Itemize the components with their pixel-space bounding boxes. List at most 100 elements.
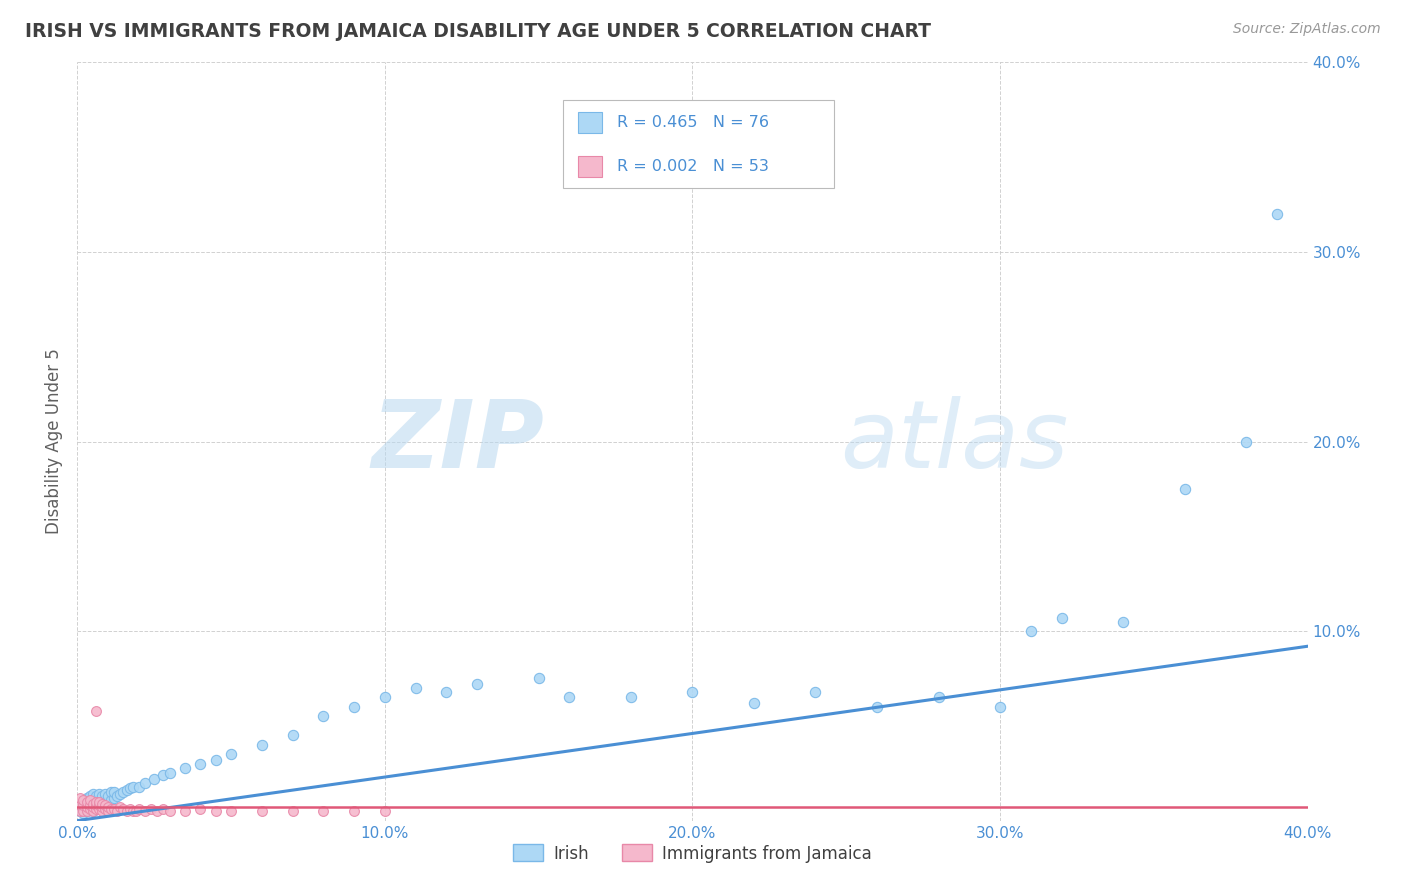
Point: [79, 793, 101, 807]
Point: [72, 795, 94, 809]
Text: Source: ZipAtlas.com: Source: ZipAtlas.com: [1233, 22, 1381, 37]
Point: [105, 789, 128, 803]
Text: R = 0.465   N = 76: R = 0.465 N = 76: [617, 115, 769, 130]
Point: [134, 804, 156, 818]
Point: [94, 798, 117, 813]
Point: [84, 795, 107, 809]
Point: [281, 804, 304, 818]
Point: [82, 804, 104, 818]
Point: [436, 685, 458, 699]
Point: [72, 802, 94, 816]
Point: [250, 804, 273, 818]
Point: [72, 798, 94, 813]
Point: [128, 802, 150, 816]
Point: [87, 800, 110, 814]
Point: [94, 802, 117, 816]
Point: [110, 787, 132, 801]
Point: [928, 690, 950, 705]
Point: [159, 766, 181, 780]
Legend: Irish, Immigrants from Jamaica: Irish, Immigrants from Jamaica: [506, 838, 879, 869]
Point: [69, 804, 91, 818]
Point: [558, 690, 581, 705]
Point: [103, 802, 125, 816]
Point: [312, 709, 335, 723]
Point: [1050, 611, 1073, 625]
Point: [405, 681, 427, 695]
Point: [465, 677, 488, 691]
Point: [112, 785, 135, 799]
Point: [87, 795, 110, 809]
Point: [87, 787, 110, 801]
Point: [219, 804, 242, 818]
Point: [82, 797, 104, 811]
Point: [121, 804, 143, 818]
Point: [84, 798, 107, 813]
Point: [103, 791, 125, 805]
FancyBboxPatch shape: [578, 112, 602, 134]
Point: [374, 690, 396, 705]
Point: [141, 802, 163, 816]
Point: [82, 800, 104, 814]
Point: [87, 798, 110, 813]
Point: [204, 804, 226, 818]
Point: [76, 800, 98, 814]
Point: [1019, 624, 1042, 639]
Point: [90, 795, 114, 809]
Point: [188, 802, 212, 816]
Point: [79, 802, 101, 816]
Point: [82, 793, 104, 807]
Point: [94, 787, 117, 801]
Point: [90, 798, 114, 813]
Point: [82, 804, 104, 818]
Point: [87, 797, 110, 811]
Point: [82, 787, 104, 801]
Point: [90, 789, 114, 803]
Point: [79, 798, 101, 813]
Point: [1265, 207, 1288, 221]
Text: R = 0.002   N = 53: R = 0.002 N = 53: [617, 159, 769, 174]
Point: [1174, 482, 1197, 496]
Point: [115, 804, 138, 818]
Point: [84, 789, 107, 803]
Point: [204, 753, 226, 767]
Point: [159, 804, 181, 818]
Point: [100, 802, 122, 816]
Point: [620, 690, 643, 705]
Point: [76, 804, 98, 818]
Point: [152, 802, 174, 816]
Point: [128, 780, 150, 794]
Point: [1112, 615, 1135, 629]
Point: [94, 797, 117, 811]
Point: [742, 696, 765, 710]
Point: [69, 791, 91, 805]
Point: [79, 795, 101, 809]
Point: [97, 804, 120, 818]
Point: [103, 785, 125, 799]
Point: [69, 804, 91, 818]
Point: [804, 685, 827, 699]
Point: [69, 798, 91, 813]
Point: [76, 791, 98, 805]
Point: [79, 802, 101, 816]
Point: [84, 802, 107, 816]
Point: [281, 728, 304, 742]
Point: [79, 789, 101, 803]
Point: [188, 756, 212, 771]
Point: [100, 785, 122, 799]
Point: [90, 797, 114, 811]
Point: [988, 699, 1011, 714]
Point: [84, 798, 107, 813]
Point: [82, 800, 104, 814]
Point: [312, 804, 335, 818]
Point: [84, 704, 107, 718]
Point: [76, 800, 98, 814]
Text: IRISH VS IMMIGRANTS FROM JAMAICA DISABILITY AGE UNDER 5 CORRELATION CHART: IRISH VS IMMIGRANTS FROM JAMAICA DISABIL…: [25, 22, 931, 41]
Point: [121, 780, 143, 794]
Point: [115, 783, 138, 797]
Text: atlas: atlas: [841, 396, 1069, 487]
Point: [84, 795, 107, 809]
Point: [118, 802, 141, 816]
Point: [174, 804, 197, 818]
Point: [112, 802, 135, 816]
Point: [82, 797, 104, 811]
